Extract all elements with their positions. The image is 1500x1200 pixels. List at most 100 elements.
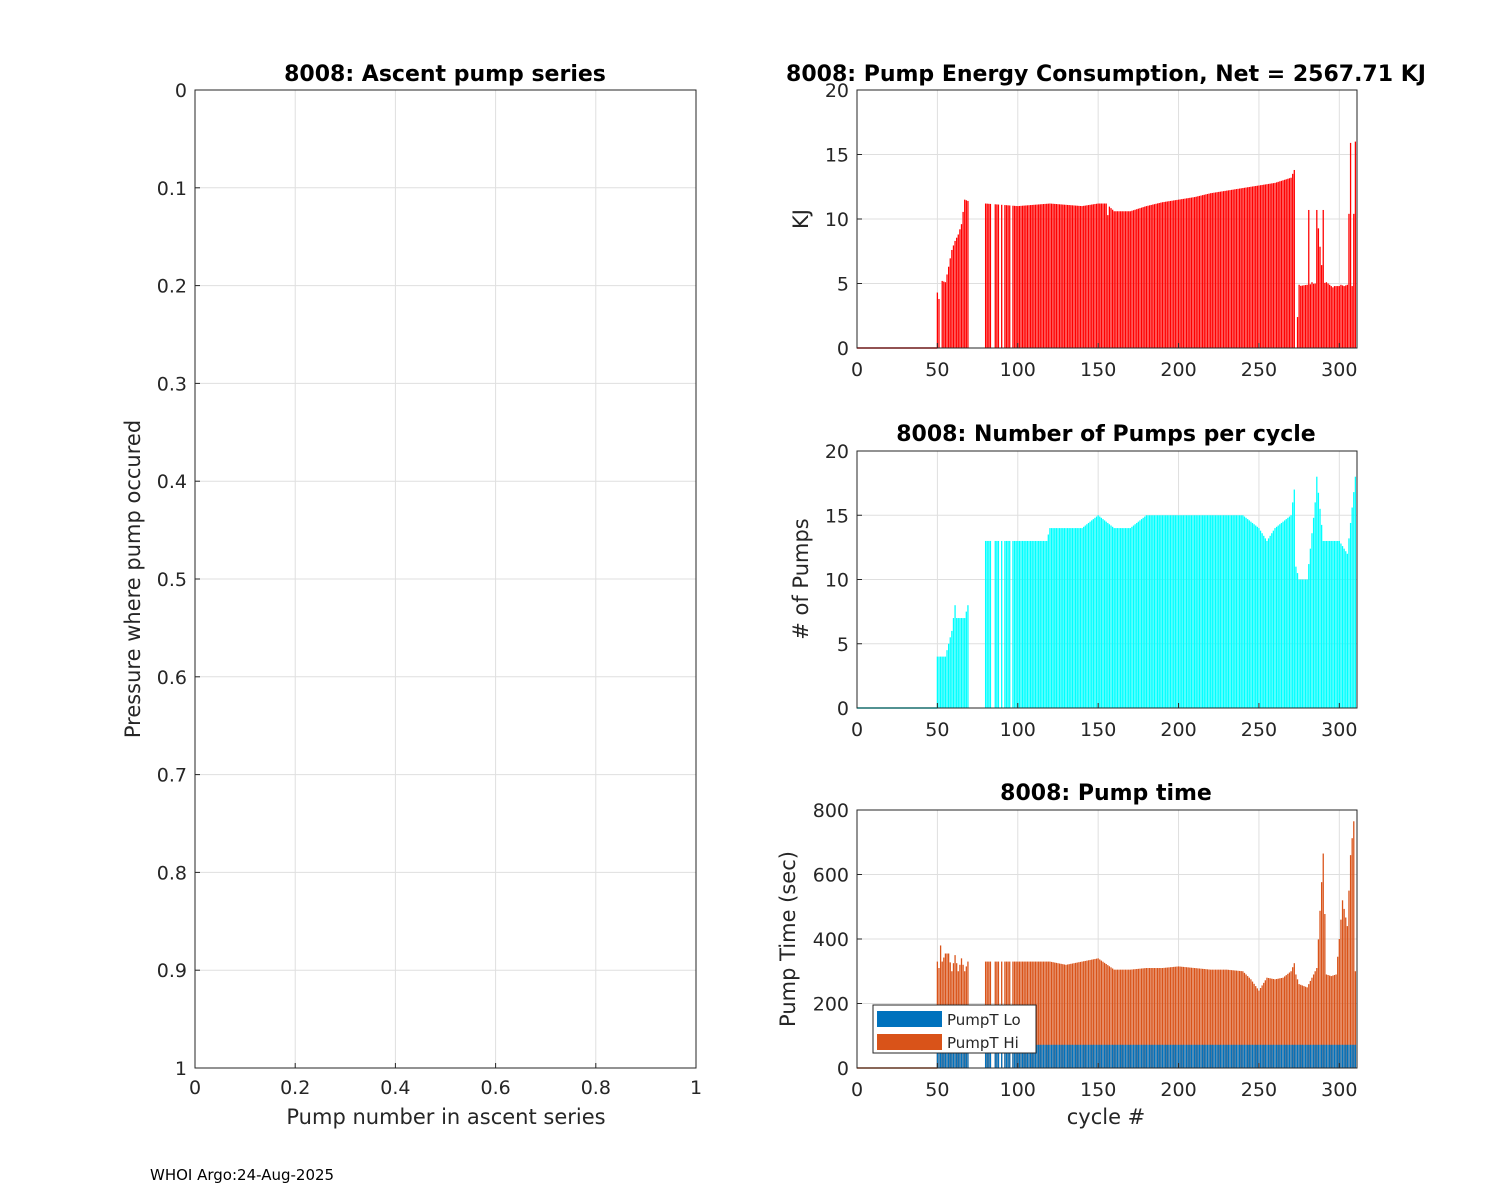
ascent-y-tick-label: 0.4 <box>157 471 187 493</box>
pumps-x-tick-label: 150 <box>1080 719 1116 741</box>
pump-time-bar-lo <box>1335 1044 1337 1068</box>
pump-time-bar <box>1309 980 1312 1068</box>
pump-time-bar <box>1168 967 1170 1068</box>
pump-time-bar <box>1208 969 1210 1068</box>
pump-time-bar-lo <box>1054 1044 1056 1068</box>
pumps-bar <box>1079 528 1082 708</box>
pumps-bar <box>1103 520 1106 708</box>
pump-time-bar <box>1065 964 1067 1068</box>
pump-time-bar-lo <box>1029 1044 1032 1068</box>
pump-time-bar-lo <box>1197 1044 1199 1068</box>
pump-time-bar <box>1261 985 1263 1068</box>
energy-bar <box>944 282 947 348</box>
energy-bar <box>959 229 961 348</box>
energy-bar <box>1087 205 1090 348</box>
pumps-bar <box>1132 525 1135 708</box>
pumps-bar <box>1243 516 1246 708</box>
energy-bar <box>1124 211 1127 348</box>
pump-time-bar <box>1221 969 1223 1068</box>
pump-time-bar <box>1251 981 1254 1068</box>
pumps-bar <box>1054 528 1056 708</box>
energy-y-tick-label: 10 <box>825 209 849 231</box>
pump-time-bar <box>1079 961 1082 1068</box>
energy-bar <box>1319 246 1321 348</box>
pump-time-bar <box>1282 977 1284 1068</box>
pump-time-bar <box>1073 963 1075 1068</box>
pump-time-bar <box>1206 969 1209 1068</box>
pump-time-bar <box>1301 985 1303 1068</box>
pumps-bar <box>1041 540 1043 708</box>
pump-time-bar <box>1185 967 1188 1068</box>
pump-time-bar-lo <box>944 1044 947 1068</box>
pumps-bar <box>1227 515 1230 708</box>
pump-time-bar-lo <box>1224 1044 1226 1068</box>
energy-bar <box>1046 203 1048 348</box>
pump-time-bar <box>1153 968 1156 1068</box>
energy-bar <box>1345 285 1347 348</box>
pump-time-bar <box>1068 964 1070 1068</box>
pump-time-bar <box>1046 961 1048 1068</box>
pump-time-bar-lo <box>1157 1044 1159 1068</box>
pump-time-bar <box>1243 972 1246 1068</box>
pumps-bar <box>988 540 990 708</box>
energy-bar <box>1224 190 1226 348</box>
energy-bar <box>1192 197 1194 348</box>
pump-time-bar-lo <box>1202 1044 1204 1068</box>
pumps-bar <box>1144 516 1146 708</box>
legend-swatch-lo <box>877 1011 942 1027</box>
pumps-bar <box>1235 515 1238 708</box>
energy-bar <box>1086 205 1088 348</box>
pump-time-bar-lo <box>1055 1044 1057 1068</box>
pumps-bar <box>1198 515 1201 708</box>
pumps-bar <box>967 605 969 708</box>
energy-bar <box>1280 180 1283 348</box>
pump-time-bar-lo <box>1190 1044 1193 1068</box>
pump-time-bar <box>1042 961 1045 1068</box>
pump-time-bar <box>1055 962 1057 1068</box>
pump-time-bar <box>1267 978 1270 1068</box>
energy-bar <box>957 234 959 348</box>
ascent-y-tick-label: 0.7 <box>157 765 187 787</box>
energy-bar <box>1272 183 1275 348</box>
ascent-ylabel: Pressure where pump occured <box>121 420 145 738</box>
pump-time-bar <box>1124 969 1127 1068</box>
pump-time-bar <box>1198 968 1201 1068</box>
pump-time-bar-lo <box>1295 1044 1297 1068</box>
pumps-bar <box>1277 525 1279 708</box>
pumps-bar <box>944 656 947 708</box>
pumps-bar <box>1171 515 1173 708</box>
pump-time-bar <box>1330 976 1332 1068</box>
energy-bar <box>996 204 998 348</box>
pump-time-bar-lo <box>1238 1044 1241 1068</box>
pump-time-bar-lo <box>1153 1044 1156 1068</box>
pump-time-bar-lo <box>1292 1044 1294 1068</box>
pump-time-bar-lo <box>1296 1044 1299 1068</box>
energy-bar <box>986 203 988 348</box>
pumps-bar <box>1238 515 1241 708</box>
energy-bar <box>1091 204 1093 348</box>
pumps-bar <box>1226 515 1228 708</box>
pump-time-bar <box>1041 961 1043 1068</box>
pumps-bar <box>1105 521 1107 708</box>
pump-time-bar <box>1105 963 1107 1068</box>
pump-time-bar-lo <box>1213 1044 1215 1068</box>
energy-bar <box>1052 203 1054 348</box>
energy-bar <box>1070 205 1072 348</box>
energy-x-tick-label: 100 <box>1000 359 1036 381</box>
pump-time-bar <box>1290 971 1292 1068</box>
pumps-bar <box>1224 515 1226 708</box>
pump-time-bar-lo <box>1185 1044 1188 1068</box>
pump-time-bar <box>1102 961 1104 1068</box>
pump-time-bar <box>1285 975 1287 1068</box>
energy-bar <box>1274 182 1276 348</box>
pump-time-bar <box>1150 968 1152 1068</box>
pumps-bar <box>1058 528 1061 708</box>
pumps-bar <box>1219 515 1221 708</box>
pump-time-bar-lo <box>1168 1044 1170 1068</box>
pump-time-bar <box>1327 975 1329 1068</box>
pump-time-bar <box>1348 890 1350 1068</box>
pump-time-bar <box>1202 968 1204 1068</box>
pumps-bar <box>1173 515 1175 708</box>
energy-bar <box>1213 192 1215 348</box>
energy-bar <box>1083 205 1085 348</box>
